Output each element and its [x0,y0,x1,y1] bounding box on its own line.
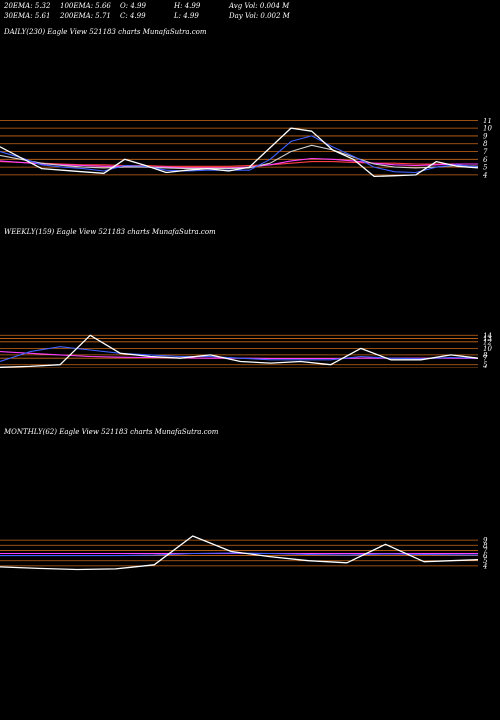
stat-30ema: 30EMA: 5.61 [4,12,51,20]
monthly-series-line-1 [0,552,479,557]
daily-y-tick-label: 9 [483,132,488,140]
stat-low: L: 4.99 [174,12,199,20]
stat-close: C: 4.99 [120,12,146,20]
monthly-y-tick-label: 9 [483,537,488,545]
daily-y-tick-label: 6 [483,156,488,164]
daily-series-line-2 [0,144,479,170]
stat-200ema: 200EMA: 5.71 [60,12,111,20]
weekly-series-line-1 [0,346,479,363]
monthly-y-tick-label: 7 [483,547,488,555]
stat-20ema: 20EMA: 5.32 [4,2,51,10]
daily-y-tick-label: 7 [483,148,488,156]
weekly-y-tick-label: 4 [482,365,487,369]
weekly-series-line-0 [0,334,479,368]
daily-y-tick-label: 8 [483,140,488,148]
stat-avg-vol: Avg Vol: 0.004 M [229,2,290,10]
stats-header: 20EMA: 5.32 100EMA: 5.66 O: 4.99 H: 4.99… [4,2,304,26]
daily-panel-label: DAILY(230) Eagle View 521183 charts Muna… [4,28,207,36]
daily-y-tick-label: 5 [483,164,488,172]
monthly-y-tick-label: 6 [483,552,488,560]
weekly-y-tick-label: 14 [483,332,492,340]
monthly-panel-label: MONTHLY(62) Eagle View 521183 charts Mun… [4,428,219,436]
weekly-y-tick-label: 12 [483,338,492,346]
weekly-panel-label: WEEKLY(159) Eagle View 521183 charts Mun… [4,228,216,236]
weekly-y-tick-label: 10 [483,345,492,353]
weekly-y-tick-label: 5 [483,361,488,368]
daily-series-line-1 [0,135,479,174]
weekly-y-tick-label: 8 [483,351,488,359]
daily-series-line-4 [0,161,478,167]
stat-100ema: 100EMA: 5.66 [60,2,111,10]
monthly-y-tick-label: 4 [482,562,487,570]
daily-y-tick-label: 11 [483,118,492,125]
daily-y-tick-label: 10 [483,125,492,133]
monthly-y-tick-label: 5 [483,557,488,565]
stat-high: H: 4.99 [174,2,201,10]
weekly-y-tick-label: 7 [483,355,488,363]
daily-y-tick-label: 4 [482,171,487,178]
monthly-series-line-0 [0,535,479,571]
stat-day-vol: Day Vol: 0.002 M [229,12,290,20]
stat-open: O: 4.99 [120,2,146,10]
daily-series-line-0 [0,127,479,178]
weekly-y-tick-label: 13 [483,335,492,343]
weekly-chart: 457810121314 [0,332,492,369]
daily-series-line-3 [0,157,478,169]
monthly-y-tick-label: 8 [483,542,488,550]
